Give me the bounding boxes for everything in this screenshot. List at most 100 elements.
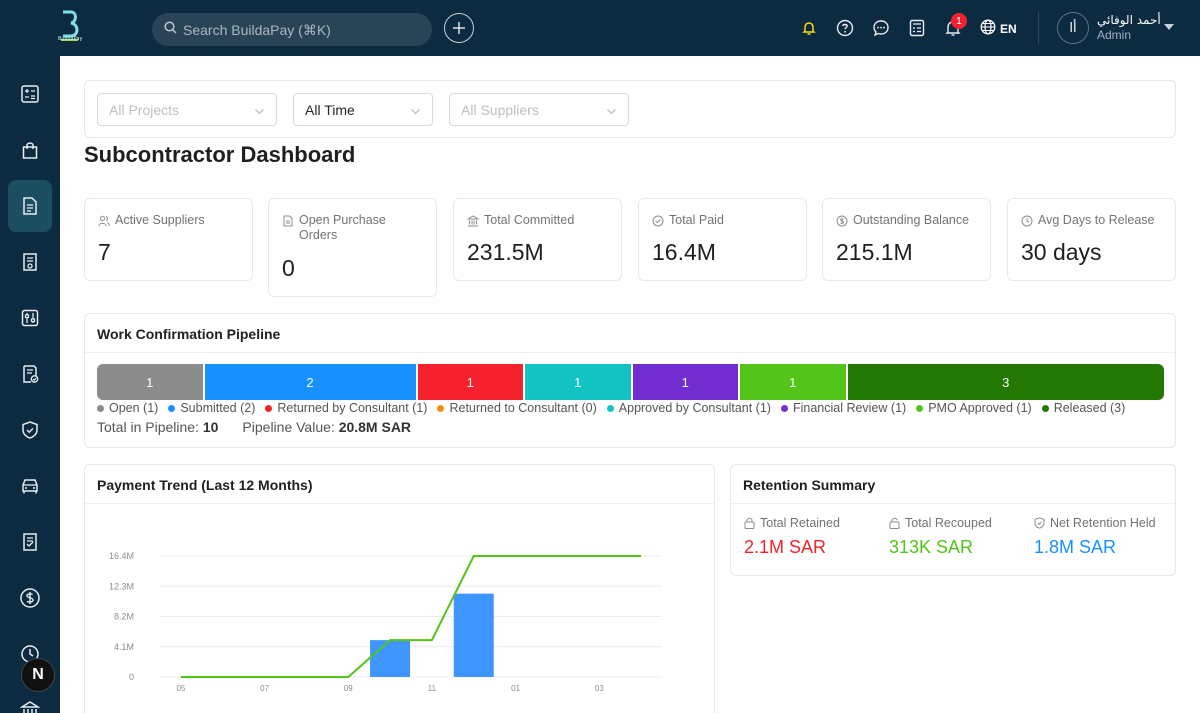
chat-icon[interactable] bbox=[871, 18, 891, 38]
cumulative-line bbox=[180, 555, 642, 678]
retention-value: 2.1M SAR bbox=[744, 537, 827, 557]
invoice-icon bbox=[23, 533, 37, 551]
language-label: EN bbox=[1000, 21, 1017, 36]
file-icon bbox=[283, 215, 293, 227]
bell-ring-icon[interactable] bbox=[799, 18, 819, 38]
stat-label: Active Suppliers bbox=[115, 213, 205, 227]
legend-item[interactable]: Returned to Consultant (0) bbox=[437, 401, 597, 415]
stat-value: 231.5M bbox=[467, 239, 544, 265]
stat-value: 30 days bbox=[1021, 239, 1102, 265]
add-button[interactable] bbox=[444, 13, 474, 43]
stat-card-avg-days-to-release: Avg Days to Release 30 days bbox=[1007, 198, 1176, 281]
globe-icon bbox=[980, 19, 996, 38]
sidebar-item-payments[interactable] bbox=[8, 572, 52, 624]
retention-title: Retention Summary bbox=[743, 477, 876, 493]
settings-sliders-icon bbox=[21, 309, 39, 327]
purchases-icon bbox=[22, 142, 38, 159]
vehicle-icon bbox=[22, 479, 38, 494]
time-range-value: All Time bbox=[305, 101, 355, 118]
legend-item[interactable]: Returned by Consultant (1) bbox=[265, 401, 427, 415]
user-name[interactable]: أحمد الوفائي bbox=[1097, 13, 1161, 27]
payment-bar bbox=[370, 640, 411, 677]
sidebar-item-vehicles[interactable] bbox=[8, 460, 52, 512]
plus-icon bbox=[453, 22, 465, 34]
legend-label: Open (1) bbox=[109, 401, 159, 415]
projects-select[interactable]: All Projects bbox=[97, 93, 277, 126]
search-box[interactable] bbox=[152, 13, 432, 46]
pipeline-segment-approved-by-consultant[interactable]: 1 bbox=[525, 364, 633, 400]
page-title: Subcontractor Dashboard bbox=[84, 142, 356, 167]
total-in-pipeline: Total in Pipeline: 10 bbox=[97, 419, 219, 435]
pipeline-totals: Total in Pipeline: 10 Pipeline Value: 20… bbox=[97, 419, 411, 435]
chevron-down-icon bbox=[410, 104, 421, 120]
bank-icon bbox=[467, 215, 479, 227]
language-switcher[interactable]: EN bbox=[980, 19, 1017, 38]
stat-label: Total Paid bbox=[669, 213, 724, 227]
payment-trend-card: Payment Trend (Last 12 Months) 0 4.1M 8.2M… bbox=[84, 464, 715, 713]
sidebar-item-invoices[interactable] bbox=[8, 516, 52, 568]
legend-item[interactable]: Released (3) bbox=[1041, 401, 1126, 415]
sidebar-item-dashboard[interactable] bbox=[8, 68, 52, 120]
sidebar-item-security[interactable] bbox=[8, 404, 52, 456]
y-tick-label: 16.4M bbox=[109, 551, 134, 561]
sidebar-item-documents[interactable] bbox=[8, 180, 52, 232]
time-range-select[interactable]: All Time bbox=[293, 93, 433, 126]
x-tick-label: 03 bbox=[595, 684, 604, 693]
sidebar-item-approvals[interactable] bbox=[8, 348, 52, 400]
buildapay-logo[interactable] bbox=[58, 10, 82, 44]
retention-item-net-retention-held: Net Retention Held 1.8M SAR bbox=[1034, 516, 1156, 557]
check-circle-icon bbox=[652, 215, 664, 227]
pipeline-segment-released[interactable]: 3 bbox=[847, 364, 1164, 400]
payment-bar bbox=[453, 593, 494, 677]
sidebar-item-contracts[interactable] bbox=[8, 236, 52, 288]
user-menu-caret-icon[interactable] bbox=[1164, 24, 1174, 30]
dashboard-icon bbox=[21, 85, 39, 103]
stat-value: 16.4M bbox=[652, 239, 716, 265]
legend-item[interactable]: Approved by Consultant (1) bbox=[606, 401, 771, 415]
legend-label: Submitted (2) bbox=[180, 401, 256, 415]
divider bbox=[85, 503, 714, 504]
x-tick-label: 05 bbox=[176, 684, 185, 693]
x-tick-label: 11 bbox=[428, 684, 437, 693]
pipeline-segment-submitted[interactable]: 2 bbox=[204, 364, 418, 400]
floating-n-badge[interactable]: N bbox=[21, 658, 55, 692]
legend-label: Approved by Consultant (1) bbox=[618, 401, 771, 415]
x-tick-label: 07 bbox=[260, 684, 269, 693]
stat-card-active-suppliers: Active Suppliers 7 bbox=[84, 198, 253, 281]
calculator-icon[interactable] bbox=[907, 18, 927, 38]
suppliers-select[interactable]: All Suppliers bbox=[449, 93, 629, 126]
notifications-count-badge: 1 bbox=[951, 13, 967, 29]
user-avatar[interactable]: أا bbox=[1057, 12, 1089, 44]
pipeline-title: Work Confirmation Pipeline bbox=[97, 326, 281, 342]
legend-dot bbox=[1041, 404, 1049, 412]
suppliers-select-placeholder: All Suppliers bbox=[461, 101, 539, 118]
retention-item-total-recouped: Total Recouped 313K SAR bbox=[889, 516, 992, 557]
approved-document-icon bbox=[23, 365, 39, 383]
legend-item[interactable]: Open (1) bbox=[97, 401, 158, 415]
pipeline-segment-pmo-approved[interactable]: 1 bbox=[740, 364, 848, 400]
pipeline-segment-financial-review[interactable]: 1 bbox=[632, 364, 740, 400]
legend-item[interactable]: Submitted (2) bbox=[168, 401, 255, 415]
chevron-down-icon bbox=[606, 104, 617, 120]
legend-label: Released (3) bbox=[1053, 401, 1126, 415]
legend-item[interactable]: PMO Approved (1) bbox=[916, 401, 1032, 415]
search-input[interactable] bbox=[183, 21, 423, 38]
stat-label: Avg Days to Release bbox=[1038, 213, 1155, 227]
sidebar-item-adjustments[interactable] bbox=[8, 292, 52, 344]
stat-card-outstanding-balance: Outstanding Balance 215.1M bbox=[822, 198, 991, 281]
legend-dot bbox=[265, 404, 273, 412]
pipeline-segment-open[interactable]: 1 bbox=[97, 364, 205, 400]
help-icon[interactable] bbox=[835, 18, 855, 38]
x-tick-label: 09 bbox=[344, 684, 353, 693]
sidebar-item-banks[interactable] bbox=[8, 684, 52, 713]
sidebar-item-purchases[interactable] bbox=[8, 124, 52, 176]
legend-dot bbox=[916, 404, 924, 412]
stat-value: 215.1M bbox=[836, 239, 913, 265]
clock-icon bbox=[1021, 215, 1033, 227]
pipeline-segment-returned-by-consultant[interactable]: 1 bbox=[417, 364, 525, 400]
retention-value: 313K SAR bbox=[889, 537, 974, 557]
y-tick-label: 8.2M bbox=[114, 612, 134, 622]
legend-item[interactable]: Financial Review (1) bbox=[780, 401, 906, 415]
users-icon bbox=[98, 215, 110, 227]
y-tick-label: 12.3M bbox=[109, 581, 134, 591]
